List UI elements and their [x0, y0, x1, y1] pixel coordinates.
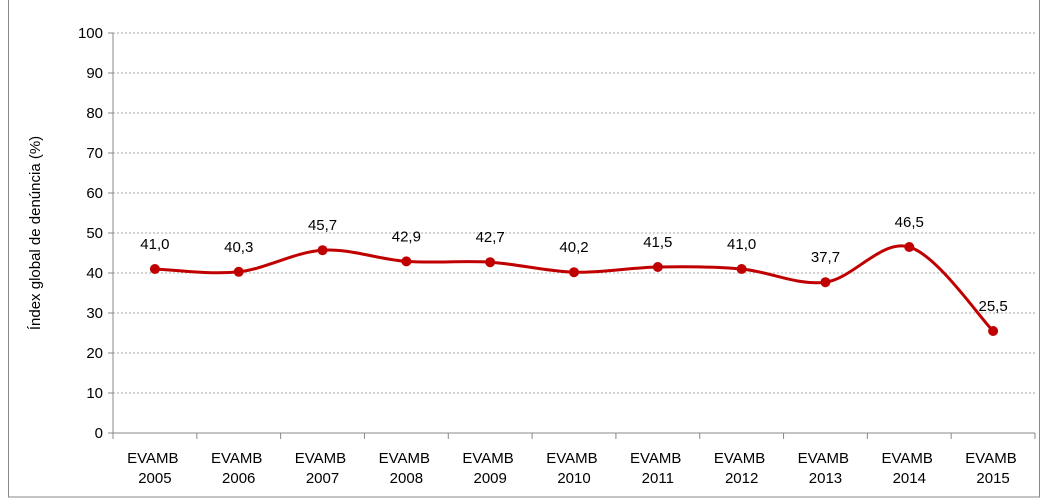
- x-tick-label-line: 2012: [725, 470, 758, 487]
- y-tick-label: 0: [95, 425, 103, 442]
- x-tick-label: EVAMB 2010: [546, 450, 602, 487]
- marker: [569, 267, 579, 278]
- data-label: 40,3: [224, 239, 253, 256]
- x-tick-label-line: 2007: [306, 470, 339, 487]
- x-tick-label: EVAMB 2015: [965, 450, 1021, 487]
- marker: [233, 266, 244, 277]
- x-tick-label: EVAMB 2009: [462, 450, 518, 487]
- data-label: 41,5: [643, 234, 672, 251]
- y-axis-label: Índex global de denúncia (%): [27, 136, 44, 330]
- y-tick-label: 10: [86, 385, 103, 402]
- data-label: 46,5: [895, 214, 924, 231]
- x-tick-label-line: 2009: [473, 470, 506, 487]
- y-tick-label: 80: [86, 105, 103, 122]
- data-label: 25,5: [978, 298, 1007, 315]
- x-tick-label: EVAMB 2005: [127, 450, 183, 487]
- x-tick-label-line: 2011: [642, 470, 674, 487]
- chart-frame: [8, 0, 1040, 498]
- x-tick-label: EVAMB 2006: [211, 450, 267, 487]
- marker: [904, 242, 915, 252]
- x-tick-label-line: EVAMB: [630, 450, 686, 467]
- x-tick-label-line: EVAMB: [546, 450, 602, 467]
- marker: [485, 257, 496, 268]
- y-tick-label: 90: [86, 65, 103, 82]
- x-tick-label-line: 2013: [809, 470, 842, 487]
- data-label: 41,0: [140, 236, 169, 253]
- x-tick-label-line: 2006: [222, 470, 255, 487]
- x-tick-label-line: EVAMB: [211, 450, 267, 467]
- x-tick-label-line: 2015: [976, 470, 1009, 487]
- marker: [820, 277, 831, 288]
- y-tick-label: 70: [86, 145, 103, 162]
- x-tick-label-line: EVAMB: [798, 450, 854, 467]
- x-tick-label-line: EVAMB: [965, 450, 1021, 467]
- x-tick-label-line: EVAMB: [462, 450, 518, 467]
- data-label: 41,0: [727, 236, 756, 253]
- x-tick-label-line: EVAMB: [714, 450, 770, 467]
- x-tick-label: EVAMB 2008: [379, 450, 435, 487]
- x-tick-label-line: 2008: [390, 470, 423, 487]
- data-label: 45,7: [308, 217, 337, 234]
- x-tick-label: EVAMB 2014: [881, 450, 937, 487]
- marker: [736, 264, 747, 274]
- y-tick-label: 50: [86, 225, 103, 242]
- data-label: 42,9: [392, 228, 421, 245]
- marker: [317, 245, 328, 256]
- x-tick-label: EVAMB 2013: [798, 450, 854, 487]
- y-tick-label: 40: [86, 265, 103, 282]
- x-tick-label-line: EVAMB: [881, 450, 937, 467]
- x-tick-label-line: 2005: [138, 470, 171, 487]
- y-tick-label: 60: [86, 185, 103, 202]
- marker: [401, 256, 412, 267]
- marker: [149, 264, 160, 274]
- x-tick-label-line: 2010: [557, 470, 590, 487]
- data-label: 40,2: [559, 239, 588, 256]
- data-label: 37,7: [811, 249, 840, 266]
- y-tick-label: 20: [86, 345, 103, 362]
- marker: [988, 326, 999, 336]
- y-tick-label: 30: [86, 305, 103, 322]
- x-tick-label-line: EVAMB: [127, 450, 183, 467]
- x-tick-label-line: 2014: [893, 470, 926, 487]
- data-label: 42,7: [476, 229, 505, 246]
- x-tick-label: EVAMB 2011: [630, 450, 686, 487]
- x-tick-label-line: EVAMB: [379, 450, 435, 467]
- x-tick-label: EVAMB 2012: [714, 450, 770, 487]
- marker: [652, 262, 663, 272]
- y-tick-label: 100: [78, 25, 103, 42]
- x-tick-label: EVAMB 2007: [295, 450, 351, 487]
- x-tick-label-line: EVAMB: [295, 450, 351, 467]
